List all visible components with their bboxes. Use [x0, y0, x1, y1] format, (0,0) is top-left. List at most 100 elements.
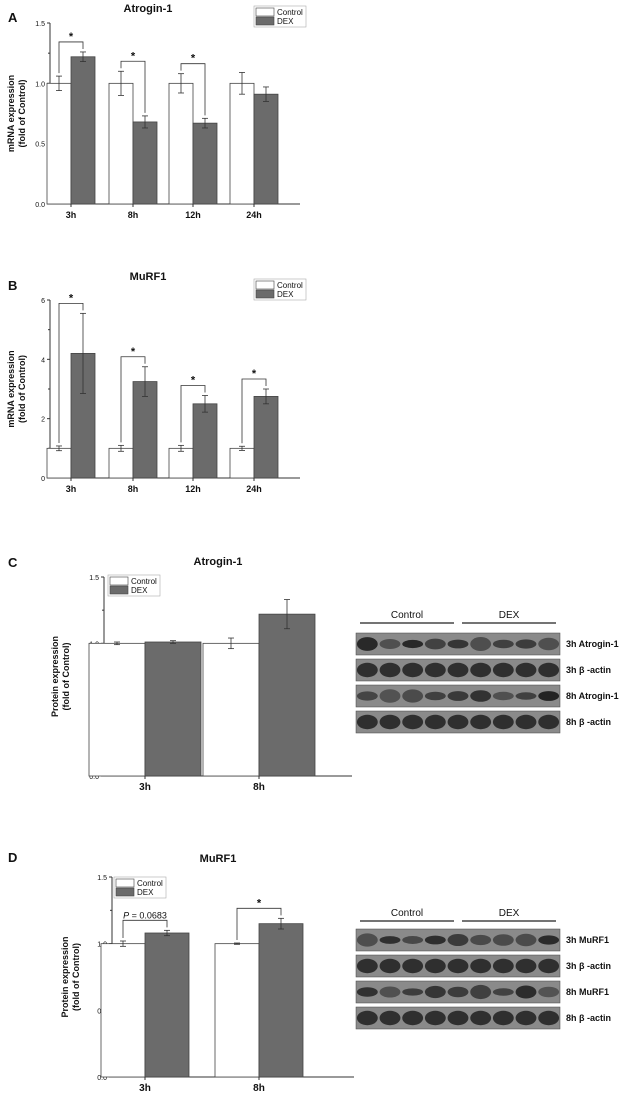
blot-band — [424, 714, 446, 730]
blot-band — [538, 637, 560, 651]
significance-label: * — [131, 346, 136, 358]
blot-row-label: 8h Atrogin-1 — [566, 691, 619, 701]
x-tick-label: 3h — [66, 484, 77, 494]
significance-bracket — [58, 41, 84, 74]
blot-band — [470, 984, 492, 1000]
blot-band — [424, 935, 446, 945]
blot-band — [538, 691, 560, 701]
blot-band — [379, 689, 401, 703]
blot-band — [492, 691, 514, 701]
legend-label-dex: DEX — [277, 17, 294, 26]
bar-dex-24h — [253, 396, 279, 479]
blot-band — [447, 933, 469, 947]
y-tick-label: 0.0 — [35, 202, 45, 209]
blot-row-label: 3h β -actin — [566, 665, 611, 675]
panel-b-chart: B MuRF1 0 2 4 6 mRNA expression (fold of Contro… — [6, 271, 307, 494]
blot-band — [515, 692, 537, 700]
blot-group-label-dex: DEX — [499, 908, 520, 919]
y-axis-label: mRNA expression — [6, 75, 16, 152]
y-axis-label: mRNA expression — [6, 350, 16, 427]
blot-strip — [355, 684, 561, 708]
blot-band — [402, 714, 424, 730]
y-tick-label: 1.5 — [89, 575, 99, 582]
blot-band — [402, 936, 424, 944]
significance-label: * — [69, 292, 74, 304]
blot-band — [492, 714, 514, 730]
blot-band — [379, 1010, 401, 1026]
blot-band — [515, 714, 537, 730]
blot-band — [356, 637, 378, 651]
blot-band — [447, 714, 469, 730]
bar-control-8h — [214, 943, 260, 1078]
significance-label: * — [191, 375, 196, 387]
legend-label-control: Control — [131, 577, 157, 586]
blot-band — [356, 714, 378, 730]
x-tick-label: 3h — [139, 782, 151, 793]
bar-dex-12h — [192, 403, 218, 479]
blot-band — [447, 958, 469, 974]
significance-bracket — [120, 356, 146, 443]
blot-band — [515, 933, 537, 947]
y-tick-label: 4 — [41, 357, 45, 364]
blot-band — [492, 958, 514, 974]
legend-label-dex: DEX — [131, 586, 148, 595]
blot-band — [515, 985, 537, 999]
blot-band — [470, 662, 492, 678]
legend-label-dex: DEX — [277, 290, 294, 299]
blot-band — [379, 638, 401, 650]
blot-band — [424, 1010, 446, 1026]
blot-band — [538, 958, 560, 974]
chart-title: MuRF1 — [130, 271, 167, 283]
y-tick-label: 0 — [41, 476, 45, 483]
bar-dex-3h — [144, 932, 190, 1078]
p-value-text: = 0.0683 — [129, 910, 167, 920]
panel-letter: B — [8, 278, 17, 293]
blot-strip — [355, 658, 561, 682]
y-tick-label: 0.5 — [35, 142, 45, 149]
blot-strip — [355, 980, 561, 1004]
significance-bracket — [122, 919, 168, 938]
significance-label: * — [69, 31, 74, 43]
y-axis-label: (fold of Control) — [17, 80, 27, 148]
bar-control-24h — [229, 82, 255, 205]
blot-band — [356, 662, 378, 678]
blot-band — [470, 637, 492, 651]
legend-swatch-dex — [109, 585, 129, 595]
bar-control-8h — [108, 447, 134, 479]
blot-band — [538, 935, 560, 945]
x-tick-label: 12h — [185, 210, 201, 220]
blot-band — [447, 691, 469, 701]
significance-bracket — [180, 385, 206, 443]
blot-row-label: 8h MuRF1 — [566, 987, 609, 997]
y-axis-label: (fold of Control) — [61, 643, 71, 711]
bar-control-8h — [108, 82, 134, 205]
blot-strip — [355, 928, 561, 952]
blot-band — [447, 1010, 469, 1026]
blot-band — [492, 934, 514, 946]
x-tick-label: 3h — [139, 1083, 151, 1094]
y-axis-label: Protein expression — [50, 636, 60, 717]
bar-dex-8h — [258, 613, 316, 777]
panel-letter: C — [8, 555, 18, 570]
chart-title: Atrogin-1 — [124, 3, 173, 15]
legend-label-control: Control — [277, 8, 303, 17]
bar-control-8h — [202, 642, 260, 777]
significance-label: * — [131, 50, 136, 62]
significance-label: P = 0.0683 — [123, 910, 167, 920]
blot-strip — [355, 632, 561, 656]
panel-letter: D — [8, 850, 17, 865]
blot-band — [402, 988, 424, 996]
p-value-symbol: P — [123, 910, 129, 920]
x-tick-label: 12h — [185, 484, 201, 494]
blot-band — [470, 934, 492, 946]
blot-band — [402, 1010, 424, 1026]
y-tick-label: 0.0 — [89, 774, 99, 781]
bar-dex-24h — [253, 93, 279, 205]
y-axis-label: (fold of Control) — [71, 943, 81, 1011]
bar-control-3h — [46, 447, 72, 479]
legend-swatch-dex — [255, 16, 275, 26]
